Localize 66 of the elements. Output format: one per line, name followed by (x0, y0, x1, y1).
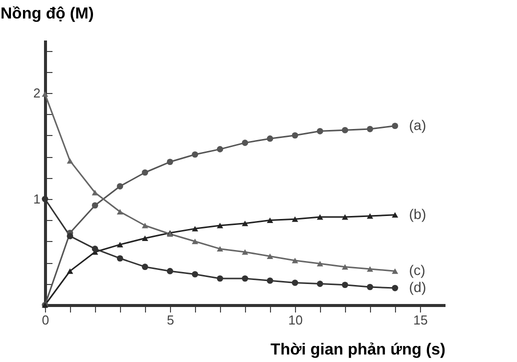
point (342, 282, 348, 288)
point (66, 158, 74, 164)
point (366, 284, 374, 290)
point (216, 246, 224, 252)
point (116, 183, 124, 190)
series-label: (a) (409, 116, 426, 133)
point (292, 132, 298, 139)
point (142, 169, 148, 176)
point (116, 208, 124, 214)
y-tick-label: 2 (33, 86, 40, 100)
point (166, 158, 174, 166)
x-tick-label: 0 (42, 312, 50, 328)
point (316, 260, 324, 266)
point (316, 128, 324, 134)
point (266, 277, 274, 284)
point (116, 242, 124, 248)
point (192, 271, 198, 278)
point (242, 249, 248, 255)
series-label: (c) (409, 262, 426, 278)
point (266, 135, 274, 142)
y-axis-title: Nồng độ (M) (0, 6, 94, 22)
point (316, 280, 324, 287)
point (92, 202, 98, 209)
point (292, 258, 298, 264)
point (392, 212, 398, 218)
y-tick-label: 1 (33, 192, 40, 206)
point (142, 264, 148, 270)
point (242, 275, 248, 282)
point (242, 220, 248, 226)
point (216, 222, 224, 228)
point (266, 217, 274, 223)
point (392, 122, 398, 130)
point (42, 91, 48, 97)
point (366, 213, 374, 219)
point (366, 266, 374, 272)
point (366, 126, 374, 132)
point (142, 235, 148, 241)
point (192, 238, 198, 244)
point (266, 254, 274, 259)
point (342, 214, 348, 220)
point (216, 146, 224, 152)
point (166, 268, 174, 274)
point (92, 246, 98, 252)
point (342, 264, 348, 270)
point (392, 268, 398, 274)
point (42, 196, 48, 202)
x-tick-label: 5 (166, 312, 174, 328)
point (392, 284, 398, 292)
point (242, 140, 248, 146)
point (116, 255, 124, 262)
point (316, 214, 324, 220)
point (292, 280, 298, 286)
point (342, 126, 348, 134)
point (92, 190, 98, 196)
point (66, 232, 74, 240)
point (216, 275, 224, 282)
point (292, 216, 298, 222)
series-label: (d) (409, 279, 426, 296)
point (142, 222, 148, 228)
point (192, 226, 198, 232)
x-tick-label: 10 (288, 312, 303, 328)
series-label: (b) (409, 206, 426, 222)
point (66, 268, 74, 274)
x-axis-title: Thời gian phản ứng (s) (270, 342, 446, 358)
point (192, 151, 198, 158)
x-tick-label: 15 (413, 312, 428, 328)
